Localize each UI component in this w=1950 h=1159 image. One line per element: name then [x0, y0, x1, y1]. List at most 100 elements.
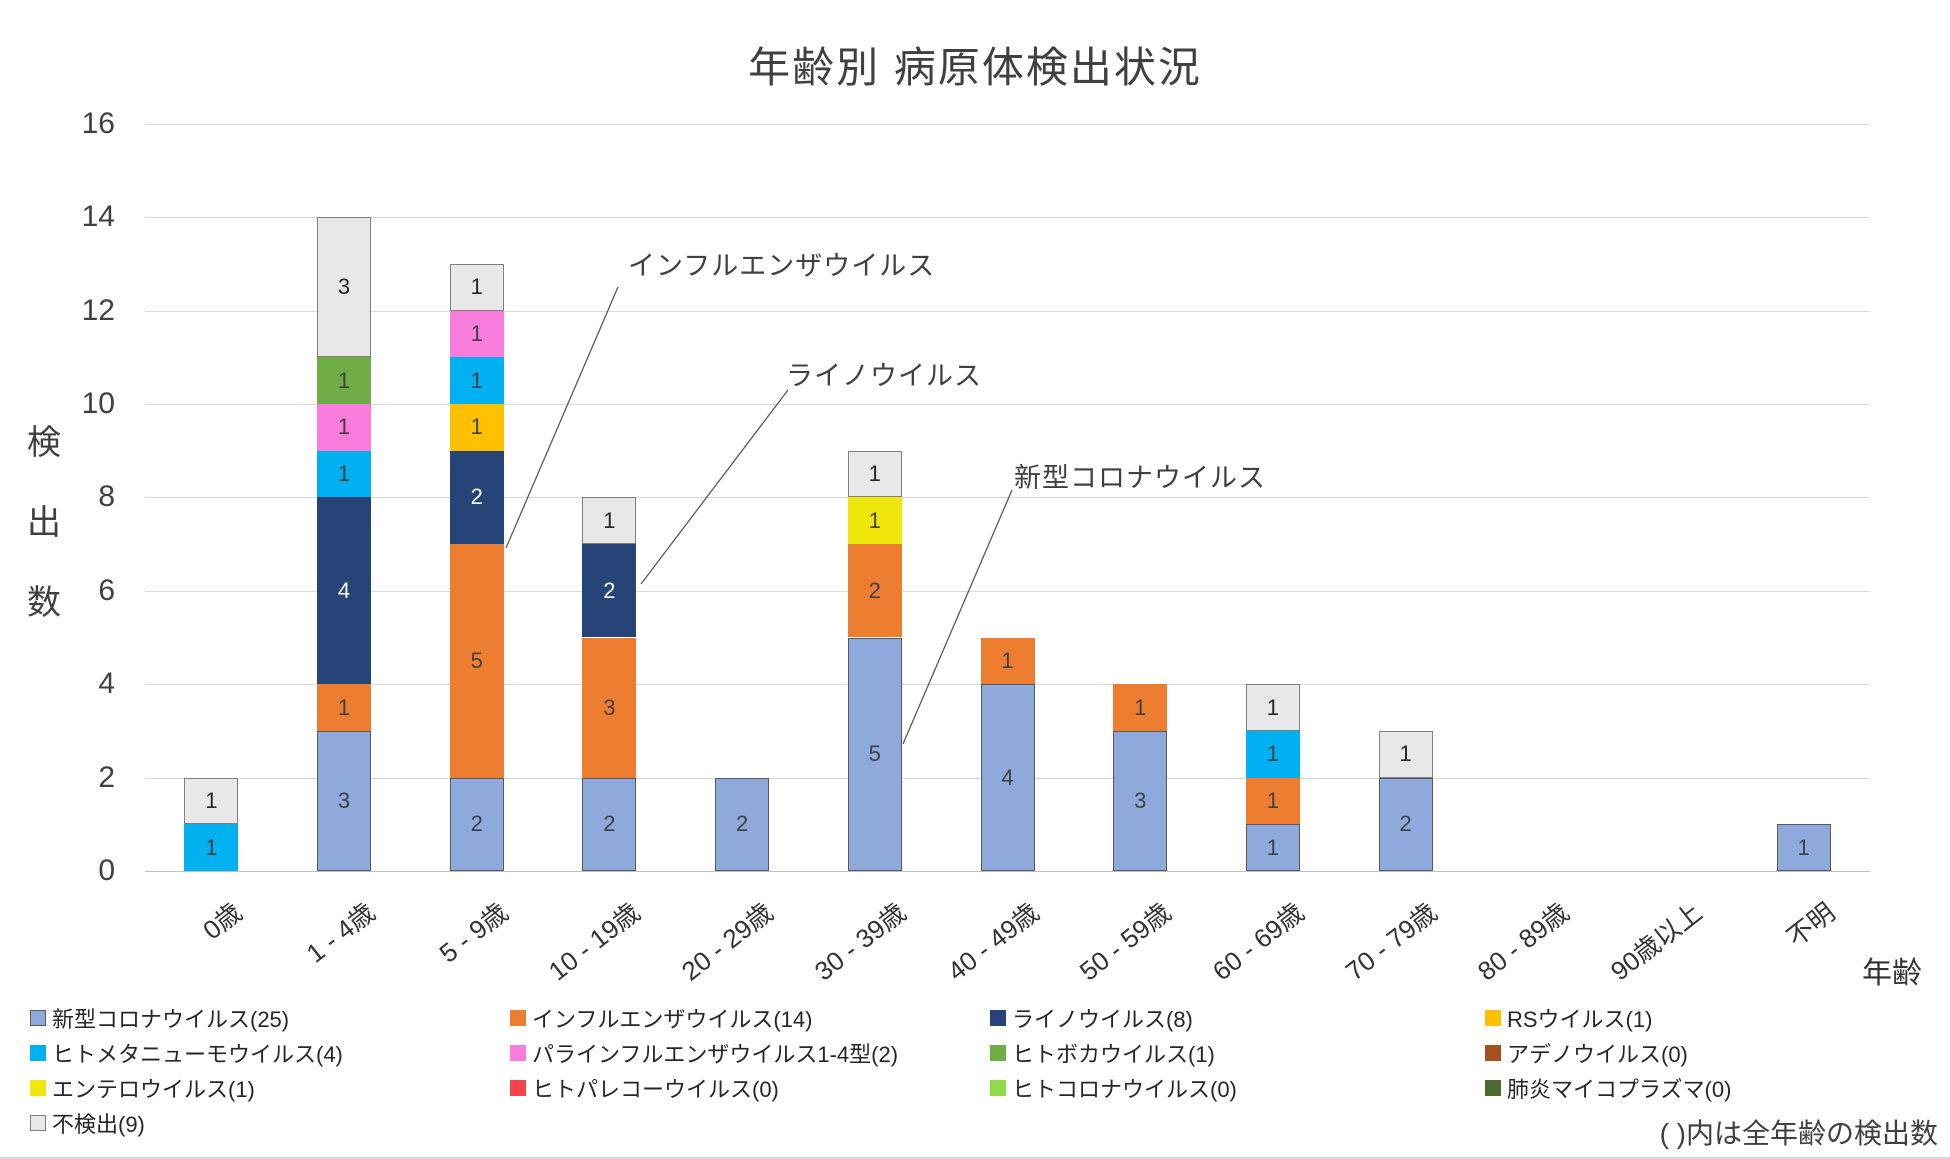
bar-segment: 4 [317, 497, 372, 685]
legend-swatch [30, 1080, 46, 1096]
y-tick-6: 6 [98, 573, 115, 607]
bar-segment: 1 [449, 357, 504, 404]
bar-segment: 1 [847, 497, 902, 545]
legend-item: ライノウイルス(8) [990, 1005, 1193, 1032]
y-tick-0: 0 [98, 854, 115, 887]
legend-item: エンテロウイルス(1) [30, 1075, 255, 1102]
gridline-y8 [145, 497, 1870, 499]
legend-item: パラインフルエンザウイルス1-4型(2) [510, 1040, 899, 1067]
y-tick-14: 14 [81, 200, 115, 234]
bar-segment: 2 [582, 777, 637, 871]
bar-segment: 2 [449, 450, 504, 545]
bar-segment: 1 [449, 404, 504, 451]
bar-segment: 1 [317, 684, 372, 731]
legend-label: アデノウイルス(0) [1507, 1042, 1688, 1067]
gridline-y0 [145, 871, 1870, 872]
y-axis-title-char: 出 [27, 504, 61, 542]
bar-segment: 5 [449, 544, 504, 778]
legend-label: RSウイルス(1) [1507, 1007, 1653, 1032]
bar-segment: 1 [1245, 730, 1300, 778]
legend-swatch [1485, 1080, 1501, 1096]
y-tick-16: 16 [81, 106, 115, 140]
bar-segment: 1 [449, 263, 504, 311]
chart-title: 年齢別 病原体検出状況 [748, 44, 1202, 91]
gridline-y16 [145, 123, 1870, 125]
bar-segment: 1 [1245, 824, 1300, 871]
bar-segment: 1 [317, 450, 372, 498]
legend-item: ヒトコロナウイルス(0) [990, 1075, 1237, 1102]
bar-segment: 2 [715, 777, 770, 871]
legend-label: 新型コロナウイルス(25) [52, 1007, 290, 1032]
y-tick-10: 10 [81, 387, 115, 420]
legend-item: アデノウイルス(0) [1485, 1040, 1688, 1067]
legend-item: インフルエンザウイルス(14) [510, 1005, 813, 1032]
legend-swatch [30, 1045, 46, 1061]
bar-segment: 3 [317, 730, 372, 871]
legend-label: ヒトメタニューモウイルス(4) [52, 1042, 343, 1067]
legend-swatch [1485, 1045, 1501, 1061]
legend-label: 肺炎マイコプラズマ(0) [1507, 1077, 1732, 1102]
y-tick-4: 4 [98, 667, 115, 701]
legend-label: 不検出(9) [52, 1112, 145, 1137]
bar-segment: 1 [1245, 777, 1300, 825]
legend-label: ヒトパレコーウイルス(0) [532, 1077, 779, 1102]
legend-item: ヒトメタニューモウイルス(4) [30, 1040, 343, 1067]
legend-item: RSウイルス(1) [1485, 1005, 1653, 1032]
bar-segment: 3 [1113, 730, 1168, 871]
legend-swatch [510, 1080, 526, 1096]
bar-segment: 1 [847, 450, 902, 498]
bar-segment: 1 [317, 404, 372, 451]
legend-label: ライノウイルス(8) [1012, 1007, 1193, 1032]
gridline-y14 [145, 217, 1870, 219]
x-axis-title: 年齢 [1862, 957, 1922, 990]
bar-segment: 1 [317, 357, 372, 404]
bar-segment: 1 [1113, 684, 1168, 731]
legend-item: 肺炎マイコプラズマ(0) [1485, 1075, 1732, 1102]
bar-segment: 3 [317, 217, 372, 358]
gridline-y10 [145, 404, 1870, 405]
legend-swatch [510, 1045, 526, 1061]
bar-segment: 4 [980, 684, 1035, 871]
y-tick-2: 2 [98, 760, 115, 794]
legend-label: ヒトボカウイルス(1) [1012, 1042, 1215, 1067]
legend-swatch [1485, 1010, 1501, 1026]
annotation-leader-line-1 [640, 389, 789, 585]
bar-segment: 1 [449, 310, 504, 358]
bar-segment: 1 [184, 824, 239, 871]
bar-segment: 2 [582, 544, 637, 638]
bar-segment: 1 [1776, 824, 1831, 871]
bar-segment: 3 [582, 637, 637, 778]
bar-segment: 2 [847, 544, 902, 638]
legend-swatch [990, 1010, 1006, 1026]
legend-swatch [30, 1115, 46, 1131]
annotation-label: ライノウイルス [786, 361, 982, 391]
gridline-y12 [145, 310, 1870, 312]
legend-note: ( )内は全年齢の検出数 [1659, 1118, 1938, 1149]
bar-segment: 1 [1378, 730, 1433, 778]
y-tick-12: 12 [81, 293, 115, 327]
bar-segment: 5 [847, 637, 902, 871]
legend-label: インフルエンザウイルス(14) [532, 1007, 813, 1032]
legend-item: ヒトパレコーウイルス(0) [510, 1075, 779, 1102]
y-tick-8: 8 [98, 480, 115, 514]
bar-segment: 1 [980, 637, 1035, 685]
gridline-y6 [145, 590, 1870, 592]
annotation-label: インフルエンザウイルス [628, 251, 936, 281]
bar-segment: 1 [1245, 684, 1300, 731]
legend-swatch [990, 1080, 1006, 1096]
y-axis-title-char: 検 [27, 424, 61, 462]
bar-segment: 2 [449, 777, 504, 871]
legend-label: ヒトコロナウイルス(0) [1012, 1077, 1237, 1102]
bar-segment: 2 [1378, 777, 1433, 871]
y-axis-title-char: 数 [27, 584, 61, 622]
legend-swatch [510, 1010, 526, 1026]
legend-label: パラインフルエンザウイルス1-4型(2) [532, 1042, 899, 1067]
legend-item: 新型コロナウイルス(25) [30, 1005, 290, 1032]
legend-item: 不検出(9) [30, 1110, 145, 1137]
legend-swatch [990, 1045, 1006, 1061]
legend-item: ヒトボカウイルス(1) [990, 1040, 1215, 1067]
bar-segment: 1 [184, 777, 239, 825]
bar-segment: 1 [582, 497, 637, 545]
legend-swatch [30, 1010, 46, 1026]
